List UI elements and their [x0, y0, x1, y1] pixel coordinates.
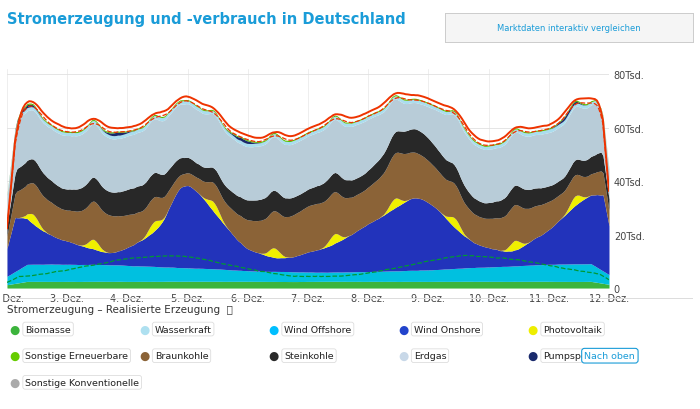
Text: ●: ● — [398, 349, 409, 362]
Text: ●: ● — [269, 349, 279, 362]
Text: ●: ● — [139, 349, 150, 362]
Text: ●: ● — [398, 323, 409, 336]
Text: Braunkohle: Braunkohle — [155, 351, 209, 360]
Text: ●: ● — [528, 349, 538, 362]
Text: ●: ● — [10, 323, 20, 336]
Text: Wind Onshore: Wind Onshore — [414, 325, 480, 334]
Text: Sonstige Konventionelle: Sonstige Konventionelle — [25, 378, 139, 387]
Text: Pumpspeicher: Pumpspeicher — [543, 351, 610, 360]
Text: Biomasse: Biomasse — [25, 325, 71, 334]
Text: Photovoltaik: Photovoltaik — [543, 325, 602, 334]
Text: Steinkohle: Steinkohle — [284, 351, 334, 360]
Text: ●: ● — [139, 323, 150, 336]
Text: Sonstige Erneuerbare: Sonstige Erneuerbare — [25, 351, 128, 360]
Text: ●: ● — [269, 323, 279, 336]
Text: Erdgas: Erdgas — [414, 351, 447, 360]
Text: Stromerzeugung und -verbrauch in Deutschland: Stromerzeugung und -verbrauch in Deutsch… — [7, 12, 406, 27]
Text: Marktdaten interaktiv vergleichen: Marktdaten interaktiv vergleichen — [497, 24, 640, 33]
Text: Nach oben: Nach oben — [584, 351, 636, 360]
Text: ●: ● — [10, 376, 20, 389]
Text: ●: ● — [10, 349, 20, 362]
Text: ●: ● — [528, 323, 538, 336]
Text: Wasserkraft: Wasserkraft — [155, 325, 211, 334]
Text: Stromerzeugung – Realisierte Erzeugung  ⓘ: Stromerzeugung – Realisierte Erzeugung ⓘ — [7, 305, 233, 315]
Text: Wind Offshore: Wind Offshore — [284, 325, 351, 334]
